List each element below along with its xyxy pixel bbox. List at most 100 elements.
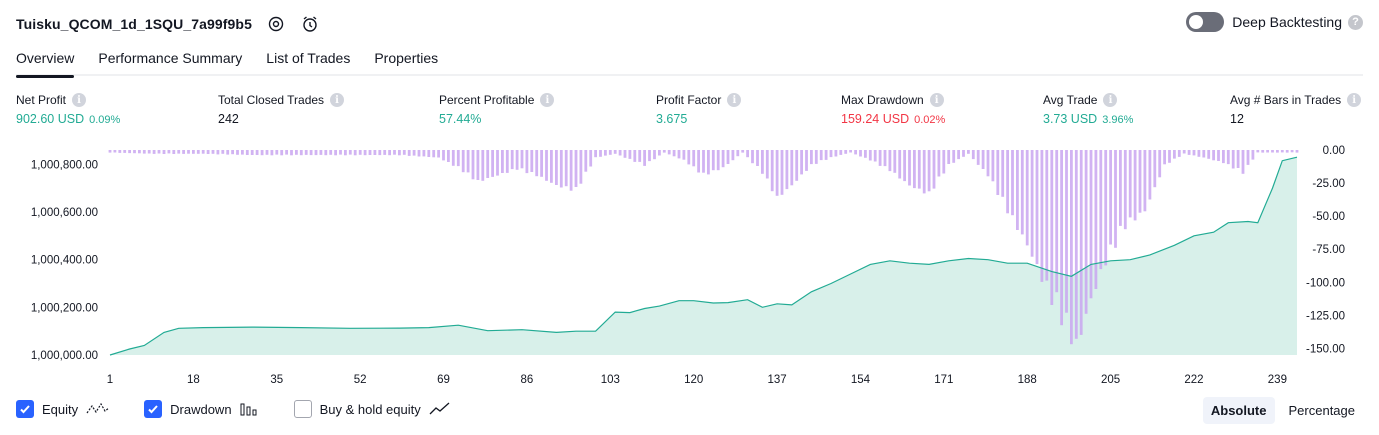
drawdown-bar <box>187 150 190 154</box>
drawdown-bar <box>917 150 921 189</box>
info-icon[interactable]: i <box>1103 93 1118 107</box>
drawdown-bars-icon <box>240 402 260 416</box>
x-axis-tick: 52 <box>354 374 367 386</box>
x-axis-tick: 18 <box>187 374 200 386</box>
checkmark-icon <box>148 405 158 414</box>
drawdown-bar <box>358 150 362 155</box>
drawdown-bar <box>1128 150 1132 218</box>
legend-buy-hold[interactable]: Buy & hold equity <box>293 400 451 418</box>
x-axis-tick: 205 <box>1101 374 1120 386</box>
metric-sub: 0.02% <box>914 114 946 126</box>
buy-hold-checkbox[interactable] <box>293 400 312 418</box>
drawdown-bar <box>844 150 848 154</box>
equity-area <box>110 157 1297 355</box>
drawdown-bar <box>520 150 524 169</box>
drawdown-bar <box>564 150 568 187</box>
metric-profit-factor: Profit Factor i 3.675 <box>656 93 742 126</box>
gear-icon[interactable] <box>266 14 286 34</box>
deep-backtesting-toggle[interactable] <box>1186 12 1225 32</box>
drawdown-bar <box>819 150 823 161</box>
drawdown-bar <box>1236 150 1240 168</box>
drawdown-bar <box>456 150 460 167</box>
drawdown-bar <box>1202 150 1206 158</box>
tab-performance-summary[interactable]: Performance Summary <box>98 50 243 66</box>
x-axis-tick: 86 <box>521 374 534 386</box>
drawdown-bar <box>1094 150 1098 289</box>
legend-drawdown-label: Drawdown <box>170 401 232 417</box>
drawdown-bar <box>746 150 749 158</box>
metric-value: 242 <box>218 112 239 126</box>
drawdown-bar <box>1025 150 1029 246</box>
drawdown-bar <box>437 150 440 158</box>
tab-overview[interactable]: Overview <box>16 40 75 78</box>
drawdown-bar <box>447 150 450 162</box>
metric-percent-profitable: Percent Profitable i 57.44% <box>439 93 555 126</box>
equity-line-icon <box>86 402 110 416</box>
drawdown-bar <box>628 150 632 159</box>
legend-drawdown[interactable]: Drawdown <box>144 400 259 418</box>
drawdown-bar <box>142 150 146 154</box>
drawdown-bar <box>726 150 730 164</box>
drawdown-bar <box>461 150 465 173</box>
drawdown-bar <box>1192 150 1196 156</box>
drawdown-bar <box>1231 150 1235 169</box>
drawdown-bar <box>775 150 779 196</box>
drawdown-bar <box>196 150 200 154</box>
drawdown-bar <box>216 150 220 155</box>
drawdown-bar <box>839 150 843 155</box>
equity-axis-tick: 1,000,200.00 <box>31 302 98 314</box>
drawdown-bar <box>314 150 318 156</box>
drawdown-bar <box>589 150 593 167</box>
drawdown-bar <box>451 150 455 166</box>
drawdown-bar <box>241 150 244 155</box>
info-icon[interactable]: i <box>330 93 345 107</box>
drawdown-bar <box>1173 150 1176 159</box>
legend-equity[interactable]: Equity <box>16 400 110 418</box>
drawdown-checkbox[interactable] <box>144 400 163 418</box>
metric-label: Avg Trade <box>1043 93 1098 107</box>
info-icon[interactable]: i <box>540 93 555 107</box>
drawdown-bar <box>353 150 357 156</box>
drawdown-bar <box>682 150 686 160</box>
drawdown-bar <box>378 150 382 156</box>
drawdown-bar <box>814 150 818 164</box>
drawdown-bar <box>702 150 705 173</box>
drawdown-bar <box>849 150 852 153</box>
drawdown-bar <box>1222 150 1225 164</box>
drawdown-bar <box>226 150 230 155</box>
equity-axis-tick: 1,000,800.00 <box>31 159 98 171</box>
drawdown-bar <box>770 150 774 192</box>
drawdown-bar <box>667 150 671 155</box>
info-icon[interactable]: i <box>727 93 742 107</box>
drawdown-bar <box>280 150 284 156</box>
drawdown-bar <box>1187 150 1191 155</box>
percentage-button[interactable]: Percentage <box>1288 403 1356 418</box>
absolute-button[interactable]: Absolute <box>1202 397 1275 424</box>
drawdown-bar <box>976 150 980 165</box>
info-icon[interactable]: i <box>1347 93 1362 107</box>
drawdown-bar <box>559 150 563 188</box>
tab-properties[interactable]: Properties <box>374 50 439 66</box>
drawdown-axis-tick: -50.00 <box>1312 211 1345 223</box>
metric-label: Net Profit <box>16 93 67 107</box>
drawdown-bar <box>471 150 475 180</box>
drawdown-bar <box>1163 150 1166 165</box>
drawdown-bar <box>201 150 205 154</box>
info-icon[interactable]: i <box>72 93 87 107</box>
help-icon[interactable]: ? <box>1348 14 1363 30</box>
info-icon[interactable]: i <box>929 93 944 107</box>
drawdown-bar <box>515 150 519 170</box>
drawdown-bar <box>1153 150 1157 188</box>
drawdown-bar <box>113 150 117 153</box>
metric-sub: 0.09% <box>89 114 121 126</box>
metric-label: Avg # Bars in Trades <box>1230 93 1342 107</box>
alarm-clock-icon[interactable] <box>300 14 320 34</box>
drawdown-bar <box>466 150 470 173</box>
strategy-header: Tuisku_QCOM_1d_1SQU_7a99f9b5 <box>16 12 320 36</box>
equity-checkbox[interactable] <box>16 400 34 418</box>
equity-drawdown-chart[interactable]: 1,000,000.00 1,000,200.00 1,000,400.00 1,00… <box>0 140 1379 395</box>
tab-list-of-trades[interactable]: List of Trades <box>266 50 351 66</box>
drawdown-bar <box>633 150 637 162</box>
x-axis-tick: 188 <box>1018 374 1037 386</box>
drawdown-bar <box>1035 150 1039 265</box>
